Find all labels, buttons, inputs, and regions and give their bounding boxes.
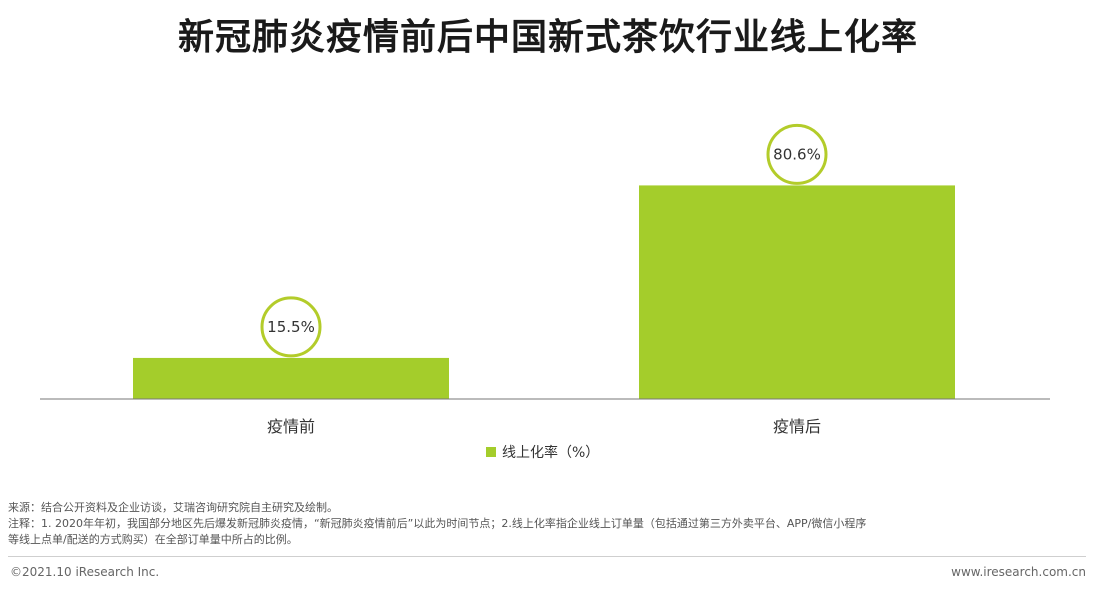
chart-title: 新冠肺炎疫情前后中国新式茶饮行业线上化率 [177, 17, 918, 58]
legend-swatch [486, 447, 496, 457]
footer-divider [8, 556, 1086, 557]
website-link[interactable]: www.iresearch.com.cn [951, 565, 1086, 579]
data-label: 80.6% [773, 145, 821, 163]
footnote-line-2: 等线上点单/配送的方式购买）在全部订单量中所占的比例。 [8, 533, 298, 546]
source-note: 来源：结合公开资料及企业访谈，艾瑞咨询研究院自主研究及绘制。 [8, 501, 338, 514]
copyright: ©2021.10 iResearch Inc. [10, 565, 160, 579]
data-label-circle [260, 296, 322, 358]
data-label: 15.5% [267, 318, 315, 336]
notes-block: 来源：结合公开资料及企业访谈，艾瑞咨询研究院自主研究及绘制。 注释：1. 202… [8, 500, 1088, 548]
x-tick-label: 疫情后 [773, 417, 821, 436]
x-tick-label: 疫情前 [267, 417, 315, 436]
legend: 线上化率（%） [486, 442, 599, 462]
legend-label: 线上化率（%） [502, 445, 600, 461]
bar-chart: 15.5% 疫情前 80.6% 疫情后 [40, 123, 1050, 436]
bar-2 [639, 185, 955, 399]
footnote-line-1: 注释：1. 2020年年初，我国部分地区先后爆发新冠肺炎疫情，“新冠肺炎疫情前后… [8, 517, 867, 530]
bar-1 [133, 357, 449, 399]
data-label-circle [766, 123, 828, 185]
